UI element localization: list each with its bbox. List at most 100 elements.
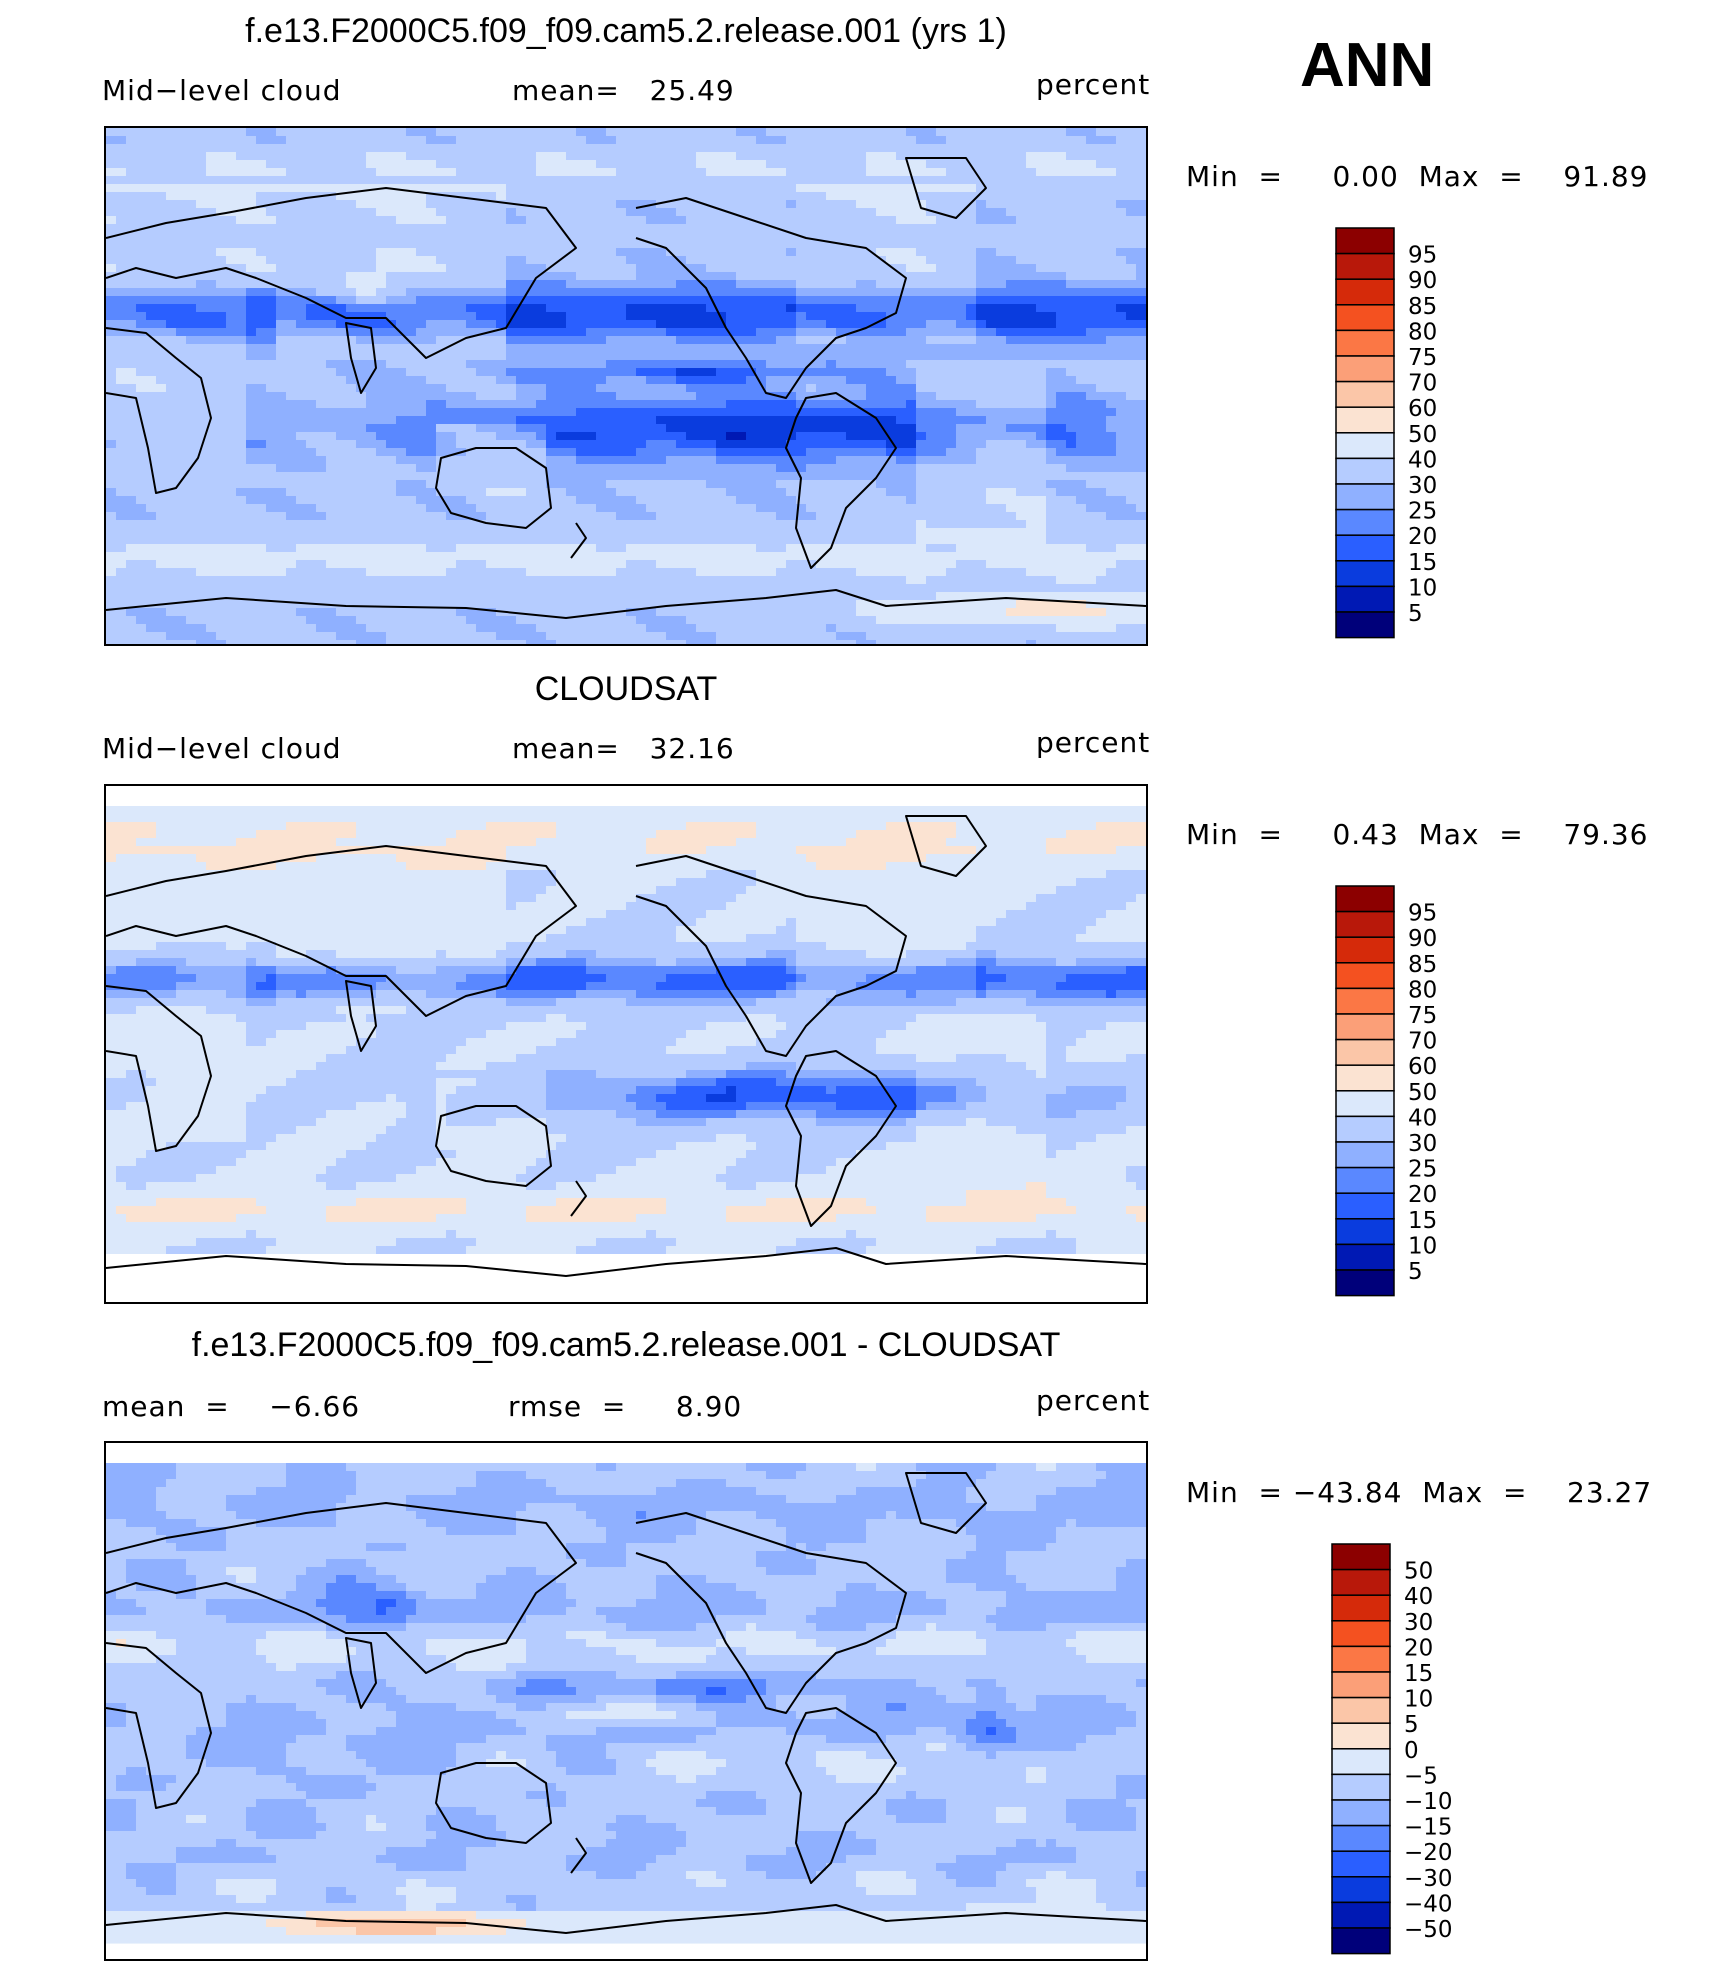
field-cell: [176, 1775, 287, 1784]
field-cell: [966, 312, 977, 321]
field-cell: [106, 240, 1146, 249]
field-cell: [906, 1767, 1027, 1776]
field-cell: [246, 296, 277, 305]
field-cell: [106, 1471, 177, 1480]
field-cell: [396, 1719, 517, 1728]
field-cell: [926, 1471, 987, 1480]
panel-2-coastlines: [106, 815, 1146, 1277]
field-cell: [506, 208, 517, 217]
field-cell: [176, 1647, 257, 1656]
field-cell: [686, 1030, 777, 1039]
field-cell: [666, 328, 757, 337]
field-cell: [886, 1735, 957, 1744]
field-cell: [896, 1615, 987, 1624]
field-cell: [436, 1927, 507, 1936]
field-cell: [626, 304, 707, 313]
field-cell: [106, 966, 117, 975]
field-cell: [386, 296, 417, 305]
field-cell: [636, 1655, 707, 1664]
field-cell: [346, 304, 467, 313]
field-cell: [276, 264, 377, 273]
field-cell: [106, 1679, 317, 1688]
field-cell: [436, 456, 547, 465]
field-cell: [1026, 568, 1107, 577]
field-cell: [876, 1206, 927, 1215]
field-cell: [676, 934, 747, 943]
field-cell: [286, 168, 377, 177]
field-cell: [1046, 424, 1067, 433]
field-cell: [726, 1687, 767, 1696]
field-cell: [256, 200, 357, 209]
field-cell: [1136, 272, 1146, 281]
field-cell: [326, 1607, 377, 1616]
field-cell: [216, 280, 347, 289]
field-cell: [1066, 1807, 1137, 1816]
field-cell: [376, 1246, 467, 1255]
field-cell: [1046, 1094, 1127, 1103]
field-cell: [956, 544, 1087, 553]
field-cell: [856, 608, 1007, 617]
field-cell: [956, 440, 987, 449]
colorbar-tick-label: 95: [1408, 901, 1437, 927]
field-cell: [106, 1607, 147, 1616]
coastline-4: [570, 1180, 587, 1217]
field-cell: [656, 982, 787, 991]
field-cell: [1126, 1559, 1146, 1568]
field-cell: [686, 256, 887, 265]
field-cell: [536, 1046, 667, 1055]
field-cell: [146, 312, 227, 321]
field-cell: [176, 982, 247, 991]
field-cell: [656, 1855, 747, 1864]
field-cell: [1006, 280, 1067, 289]
field-cell: [1126, 1799, 1146, 1808]
field-cell: [726, 312, 797, 321]
field-cell: [106, 600, 857, 609]
field-cell: [536, 894, 637, 903]
field-cell: [856, 1831, 1146, 1840]
field-cell: [686, 1831, 797, 1840]
field-cell: [616, 248, 667, 257]
field-cell: [1006, 1599, 1146, 1608]
field-cell: [546, 304, 627, 313]
field-cell: [1106, 1695, 1146, 1704]
field-cell: [506, 320, 567, 329]
field-cell: [656, 1094, 707, 1103]
field-cell: [636, 368, 677, 377]
field-cell: [746, 934, 797, 943]
field-cell: [946, 1559, 1007, 1568]
field-cell: [196, 974, 247, 983]
field-cell: [376, 1607, 387, 1616]
field-cell: [726, 1086, 737, 1095]
field-cell: [946, 1567, 1007, 1576]
field-cell: [616, 512, 657, 521]
field-cell: [336, 838, 447, 847]
field-cell: [206, 168, 287, 177]
field-cell: [116, 1174, 197, 1183]
field-cell: [526, 1615, 607, 1624]
field-cell: [1056, 312, 1127, 321]
field-cell: [526, 1214, 637, 1223]
field-cell: [796, 328, 837, 337]
field-cell: [496, 632, 547, 641]
field-cell: [796, 1839, 877, 1848]
field-cell: [366, 1775, 677, 1784]
field-cell: [636, 1158, 737, 1167]
field-cell: [506, 192, 827, 201]
field-cell: [1136, 894, 1146, 903]
colorbar-tick-label: 5: [1408, 1259, 1423, 1285]
field-cell: [1126, 1126, 1146, 1135]
field-cell: [946, 1695, 977, 1704]
field-cell: [616, 1110, 657, 1119]
colorbar-box-8: [1331, 1748, 1391, 1776]
field-cell: [1046, 1190, 1146, 1199]
field-cell: [1106, 400, 1146, 409]
field-cell: [1006, 1567, 1117, 1576]
field-cell: [276, 1134, 377, 1143]
field-cell: [626, 1623, 697, 1632]
field-cell: [106, 232, 1146, 241]
colorbar-tick-label: 60: [1408, 1054, 1437, 1080]
field-cell: [106, 1270, 1146, 1279]
field-cell: [1106, 416, 1146, 425]
field-cell: [106, 632, 167, 641]
field-cell: [426, 480, 547, 489]
